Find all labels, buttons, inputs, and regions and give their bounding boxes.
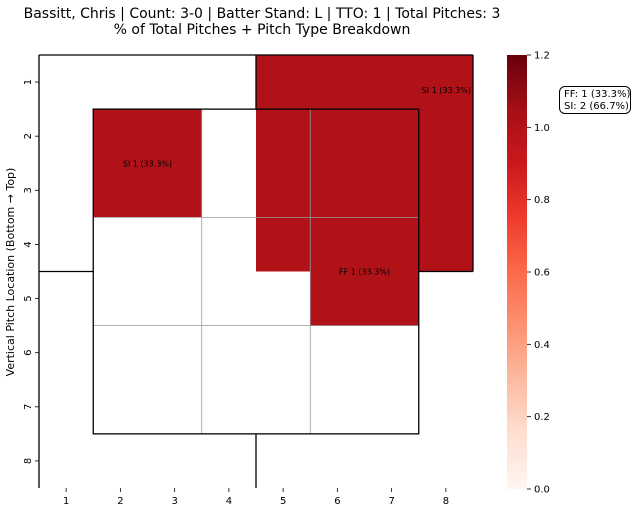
cell-label: FF 1 (33.3%) (339, 268, 390, 277)
strike-zone-box (92, 108, 420, 435)
summary-line-ff: FF: 1 (33.3%) (564, 89, 631, 100)
chart-title: Bassitt, Chris | Count: 3-0 | Batter Sta… (23, 6, 501, 22)
summary-line-si: SI: 2 (66.7%) (564, 101, 629, 112)
colorbar-tick-label: 0.8 (534, 195, 550, 206)
colorbar-tick-label: 0.4 (534, 340, 550, 351)
y-tick-label: 4 (23, 241, 34, 247)
colorbar-tick-label: 1.2 (534, 51, 550, 62)
y-tick-label: 6 (23, 350, 34, 356)
colorbar-tick-label: 0.6 (534, 268, 550, 279)
chart-subtitle: % of Total Pitches + Pitch Type Breakdow… (113, 22, 411, 38)
cell-label: SI 1 (33.3%) (123, 159, 172, 168)
x-tick-label: 1 (63, 496, 69, 507)
colorbar-tick-label: 0.0 (534, 485, 550, 496)
heatmap-cell-2 (93, 109, 202, 218)
x-tick-label: 7 (388, 496, 394, 507)
colorbar-tick-label: 1.0 (534, 123, 550, 134)
x-tick-label: 3 (171, 496, 177, 507)
y-tick-label: 7 (23, 404, 34, 410)
x-tick-label: 8 (443, 496, 449, 507)
colorbar (507, 55, 527, 489)
y-tick-label: 8 (23, 458, 34, 464)
x-tick-label: 2 (117, 496, 123, 507)
y-tick-label: 3 (23, 187, 34, 193)
heatmap-cell-3 (310, 217, 419, 326)
y-tick-label: 5 (23, 295, 34, 301)
x-tick-label: 4 (226, 496, 232, 507)
y-axis-label: Vertical Pitch Location (Bottom → Top) (4, 168, 17, 377)
y-tick-label: 1 (23, 79, 34, 85)
colorbar-tick-label: 0.2 (534, 412, 550, 423)
x-tick-label: 6 (334, 496, 340, 507)
x-tick-label: 5 (280, 496, 286, 507)
y-tick-label: 2 (23, 133, 34, 139)
cell-label: SI 1 (33.3%) (422, 86, 471, 95)
pitch-type-summary-box: FF: 1 (33.3%) SI: 2 (66.7%) (559, 86, 631, 114)
